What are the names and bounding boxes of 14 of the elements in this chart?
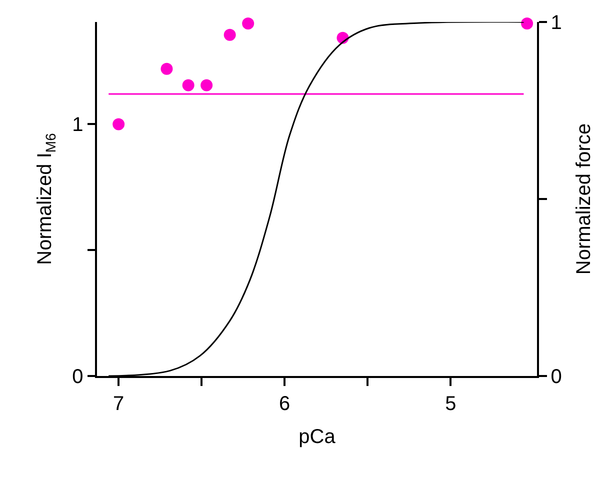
- point: [182, 79, 194, 92]
- point: [200, 79, 213, 92]
- x-axis-title: pCa: [298, 426, 336, 448]
- point: [112, 118, 125, 130]
- y2-tick-label: 0: [550, 366, 562, 388]
- point: [242, 18, 254, 30]
- x-tick-label: 5: [445, 392, 456, 415]
- y2-tick-label: 1: [550, 12, 562, 34]
- x-tick-label: 6: [279, 392, 290, 415]
- point: [160, 62, 173, 75]
- x-tick-label: 7: [113, 392, 124, 415]
- point: [521, 18, 534, 30]
- point: [224, 28, 236, 41]
- y2-axis-title: Normalized force: [572, 123, 595, 275]
